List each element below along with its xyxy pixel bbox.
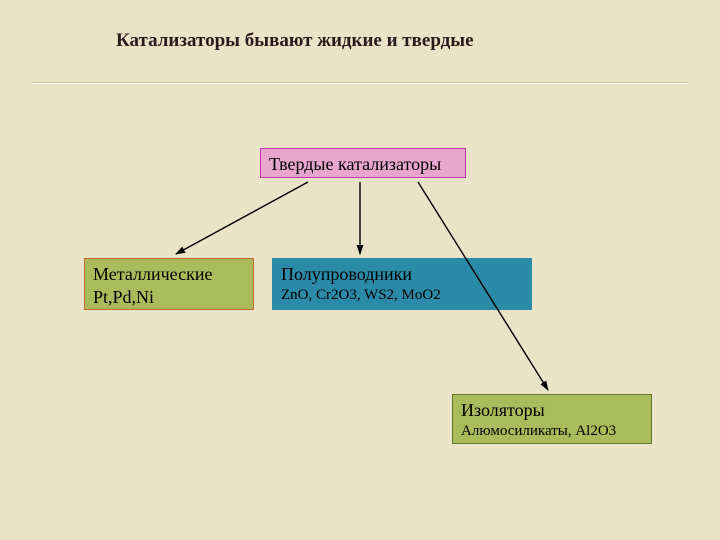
child-node-insul-sub: Алюмосиликаты, Al2O3 bbox=[461, 422, 643, 441]
horizontal-rule bbox=[32, 82, 688, 84]
child-node-metal: Металлические Pt,Pd,Ni bbox=[84, 258, 254, 310]
root-node: Твердые катализаторы bbox=[260, 148, 466, 178]
arrow bbox=[176, 182, 308, 254]
child-node-metal-sub: Pt,Pd,Ni bbox=[93, 286, 245, 309]
child-node-metal-title: Металлические bbox=[93, 263, 245, 286]
child-node-semi-sub: ZnO, Cr2O3, WS2, MoO2 bbox=[281, 286, 523, 305]
child-node-insul-title: Изоляторы bbox=[461, 399, 643, 422]
child-node-semi-title: Полупроводники bbox=[281, 263, 523, 286]
child-node-insul: Изоляторы Алюмосиликаты, Al2O3 bbox=[452, 394, 652, 444]
child-node-semi: Полупроводники ZnO, Cr2O3, WS2, MoO2 bbox=[272, 258, 532, 310]
root-node-label: Твердые катализаторы bbox=[269, 153, 457, 176]
page-title: Катализаторы бывают жидкие и твердые bbox=[116, 30, 474, 52]
